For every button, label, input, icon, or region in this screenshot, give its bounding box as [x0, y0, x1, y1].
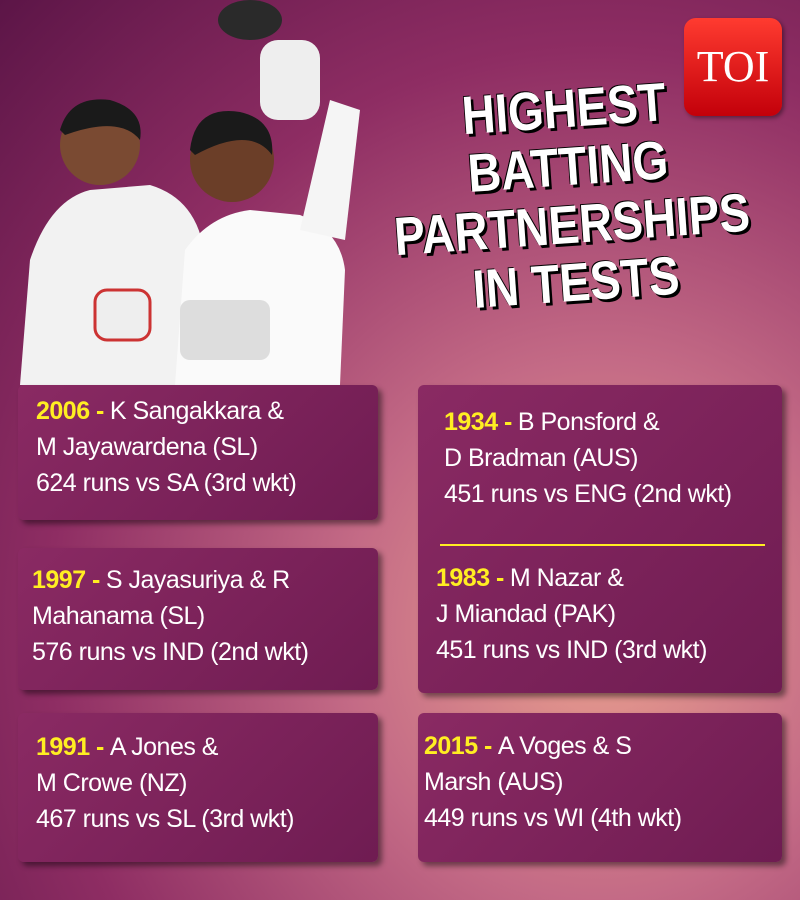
record-line: M Crowe (NZ)	[36, 765, 294, 801]
record-line: 576 runs vs IND (2nd wkt)	[32, 634, 309, 670]
record-text: M Nazar &	[509, 564, 624, 592]
player-photo	[20, 0, 360, 385]
record-text: A Jones &	[109, 733, 219, 761]
record-line: 467 runs vs SL (3rd wkt)	[36, 801, 295, 837]
record-text: 451 runs vs ENG (2nd wkt)	[444, 480, 732, 508]
record-text: A Voges & S	[497, 732, 632, 760]
record: 1997 -S Jayasuriya & R Mahanama (SL) 576 r…	[32, 562, 309, 670]
record-text: B Ponsford &	[517, 408, 660, 436]
record-line: D Bradman (AUS)	[444, 440, 732, 476]
record-line: Mahanama (SL)	[32, 598, 309, 634]
logo: TOI	[684, 18, 782, 116]
record: 1991 -A Jones & M Crowe (NZ) 467 runs vs S…	[36, 729, 295, 837]
divider	[440, 544, 765, 546]
record-text: 451 runs vs IND (3rd wkt)	[436, 636, 707, 664]
record-year: 1983 -	[436, 564, 504, 592]
record-line: Marsh (AUS)	[424, 764, 682, 800]
title: HIGHEST BATTING PARTNERSHIPS IN TESTS	[352, 66, 787, 327]
card	[18, 548, 378, 690]
record-year: 1934 -	[444, 408, 512, 436]
record-text: 576 runs vs IND (2nd wkt)	[32, 638, 309, 666]
record-line: M Jayawardena (SL)	[36, 429, 296, 465]
record-line: 624 runs vs SA (3rd wkt)	[36, 465, 297, 501]
record-line: 1934 -B Ponsford &	[444, 404, 732, 440]
record-year: 1997 -	[32, 566, 100, 594]
record-line: 1997 -S Jayasuriya & R	[32, 562, 309, 598]
card	[418, 713, 782, 862]
record: 1983 -M Nazar & J Miandad (PAK) 451 runs v…	[436, 560, 707, 668]
record-text: J Miandad (PAK)	[436, 600, 616, 628]
record: 2015 -A Voges & S Marsh (AUS) 449 runs vs …	[424, 728, 682, 836]
record-line: 449 runs vs WI (4th wkt)	[424, 800, 682, 836]
record-line: 451 runs vs ENG (2nd wkt)	[444, 476, 732, 512]
card	[418, 385, 782, 693]
record-text: 467 runs vs SL (3rd wkt)	[36, 805, 295, 833]
record-text: S Jayasuriya & R	[105, 566, 290, 594]
record-text: 624 runs vs SA (3rd wkt)	[36, 469, 297, 497]
record-text: Mahanama (SL)	[32, 602, 205, 630]
record-line: 451 runs vs IND (3rd wkt)	[436, 632, 707, 668]
record-line: 2006 -K Sangakkara &	[36, 393, 296, 429]
record-text: M Crowe (NZ)	[36, 769, 187, 797]
card	[18, 385, 378, 520]
record-line: 2015 -A Voges & S	[424, 728, 682, 764]
record-line: 1991 -A Jones &	[36, 729, 294, 765]
record-text: D Bradman (AUS)	[444, 444, 638, 472]
record-year: 1991 -	[36, 733, 104, 761]
record-year: 2015 -	[424, 732, 492, 760]
record-text: 449 runs vs WI (4th wkt)	[424, 804, 682, 832]
record: 2006 -K Sangakkara & M Jayawardena (SL) 62…	[36, 393, 297, 501]
record-text: Marsh (AUS)	[424, 768, 563, 796]
record-line: J Miandad (PAK)	[436, 596, 707, 632]
record: 1934 -B Ponsford & D Bradman (AUS) 451 run…	[444, 404, 732, 512]
record-line: 1983 -M Nazar &	[436, 560, 707, 596]
card	[18, 713, 378, 862]
record-text: K Sangakkara &	[109, 397, 284, 425]
record-text: M Jayawardena (SL)	[36, 433, 258, 461]
record-year: 2006 -	[36, 397, 104, 425]
